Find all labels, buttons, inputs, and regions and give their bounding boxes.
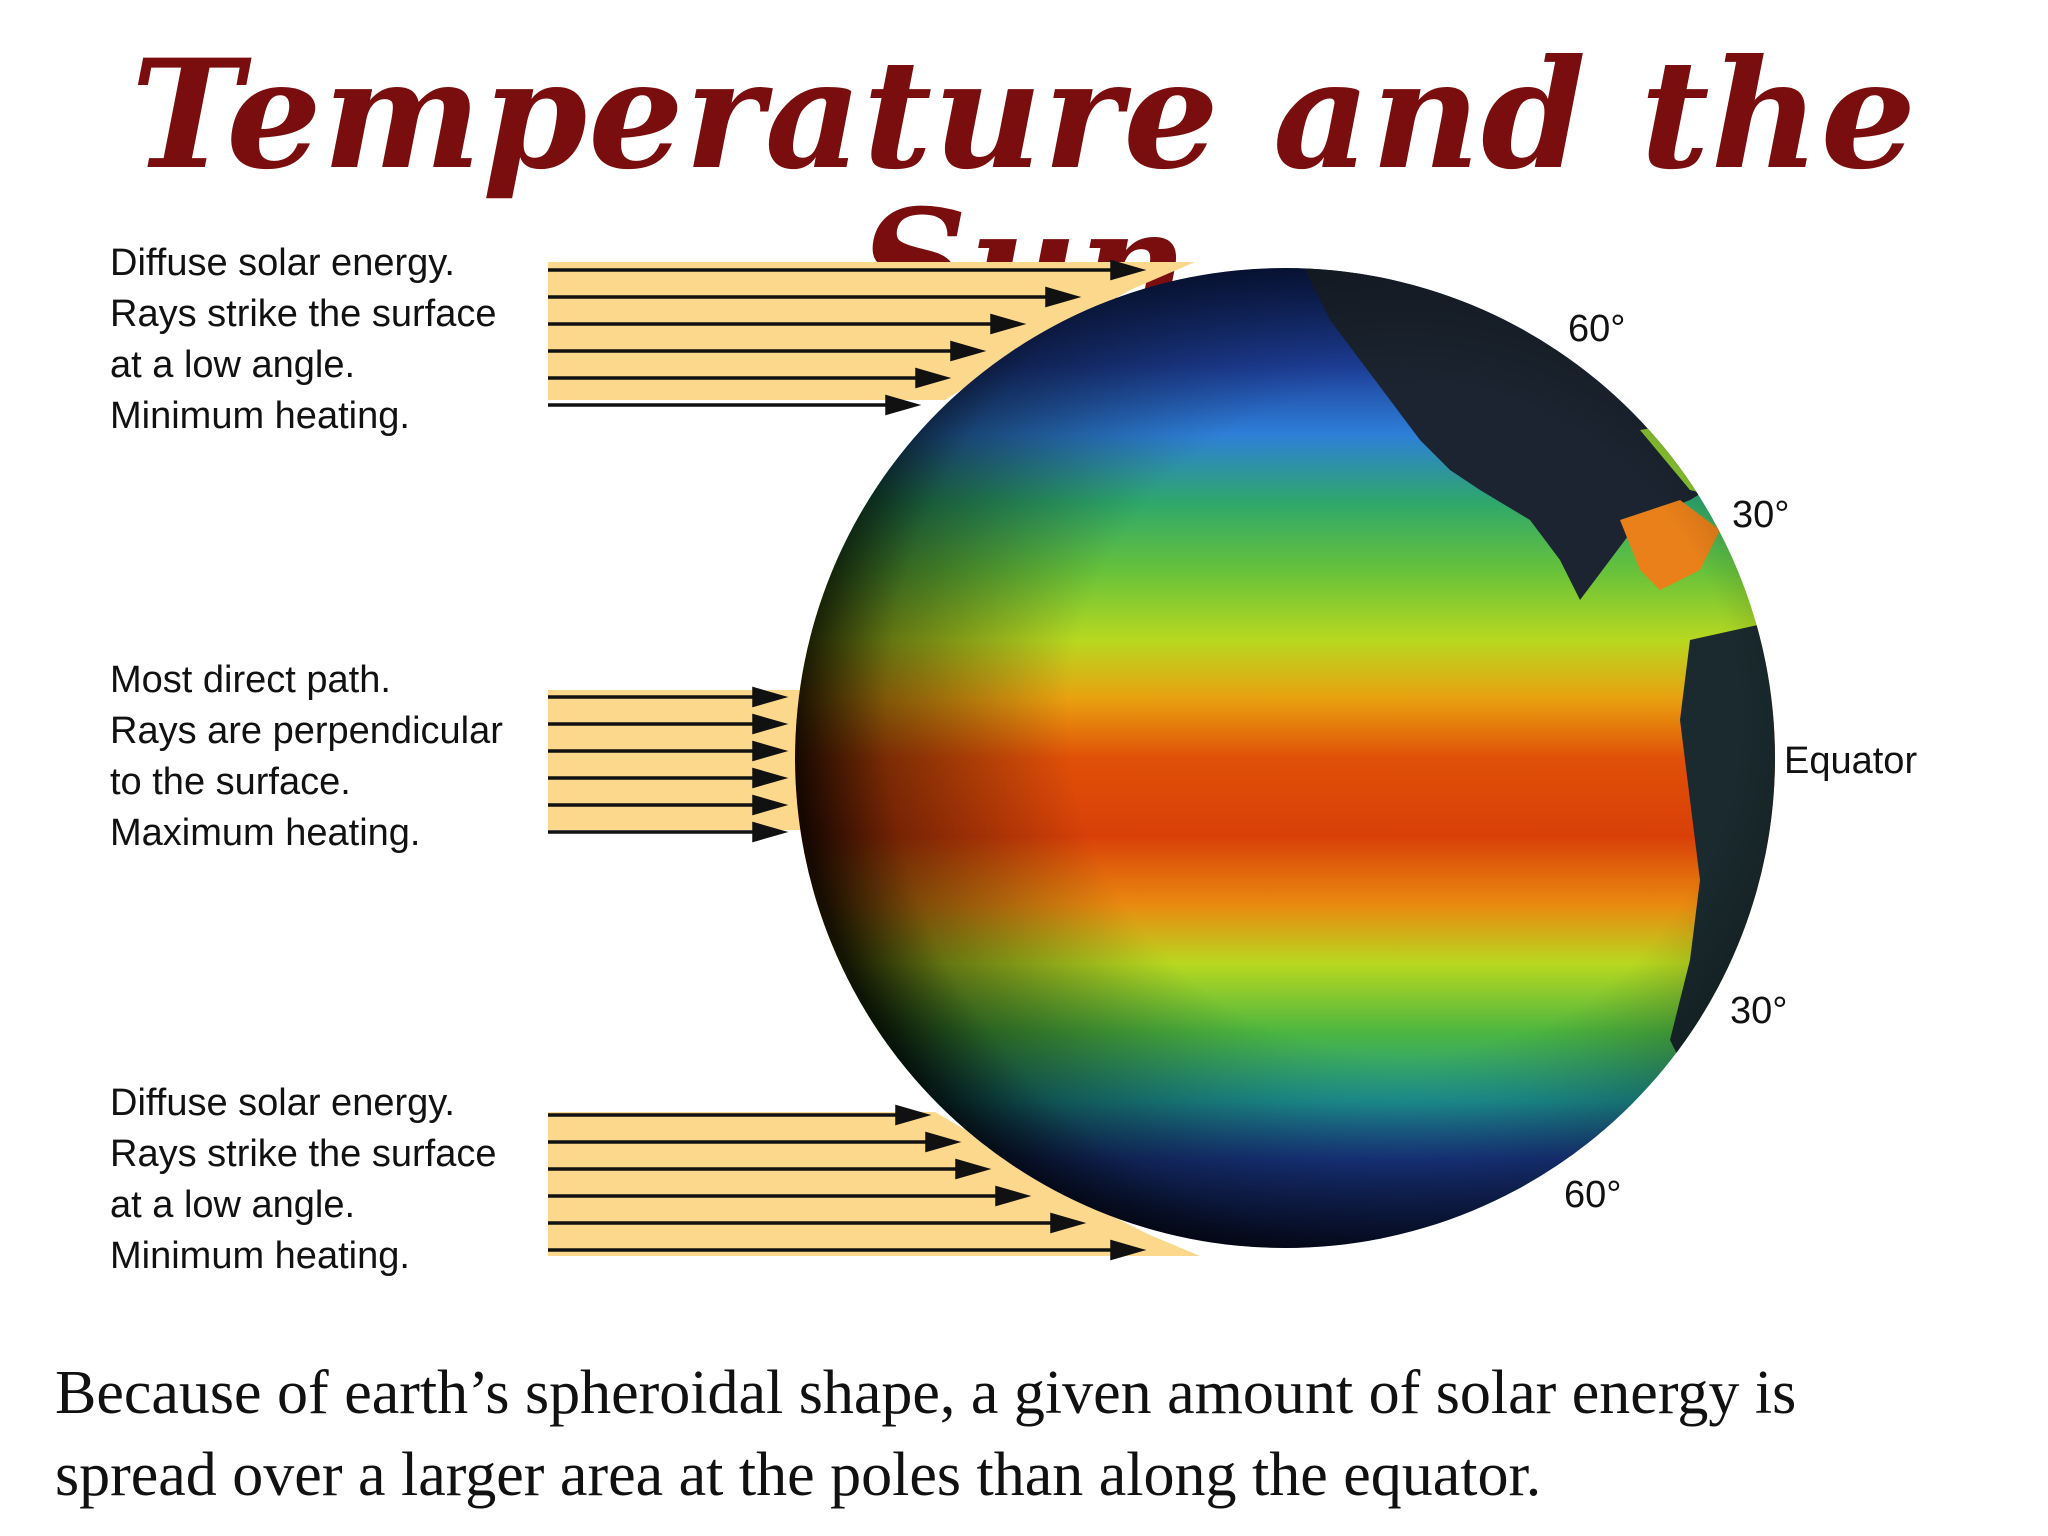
- arrow-right-icon: [1045, 286, 1082, 308]
- caption: Because of earth’s spheroidal shape, a g…: [55, 1352, 2015, 1516]
- arrow-right-icon: [995, 1185, 1032, 1207]
- arrow-right-icon: [752, 821, 789, 843]
- earth-globe: [795, 268, 1775, 1248]
- arrow-right-icon: [752, 713, 789, 735]
- ray-label-line: Minimum heating.: [110, 395, 410, 437]
- arrow-right-icon: [752, 686, 789, 708]
- arrow-right-icon: [955, 1158, 992, 1180]
- ray-label-line: Diffuse solar energy.: [110, 1082, 455, 1124]
- caption-line-2: spread over a larger area at the poles t…: [55, 1441, 1542, 1509]
- ray-label-line: at a low angle.: [110, 344, 356, 386]
- ray-label-line: Rays strike the surface: [110, 1133, 497, 1175]
- arrow-right-icon: [950, 340, 987, 362]
- latitude-label-north-30: 30°: [1732, 494, 1790, 536]
- ray-label-line: Most direct path.: [110, 659, 391, 701]
- arrow-right-icon: [1110, 259, 1147, 281]
- arrow-right-icon: [925, 1131, 962, 1153]
- ray-label-middle: Most direct path. Rays are perpendicular…: [110, 655, 503, 859]
- ray-label-line: Maximum heating.: [110, 812, 421, 854]
- arrow-right-icon: [1110, 1239, 1147, 1261]
- ray-label-top: Diffuse solar energy. Rays strike the su…: [110, 238, 496, 442]
- latitude-label-south-30: 30°: [1730, 990, 1788, 1032]
- ray-label-bottom: Diffuse solar energy. Rays strike the su…: [110, 1078, 496, 1282]
- arrow-right-icon: [752, 740, 789, 762]
- ray-label-line: Minimum heating.: [110, 1235, 410, 1277]
- arrow-right-icon: [752, 794, 789, 816]
- ray-label-line: Rays are perpendicular: [110, 710, 503, 752]
- ray-arrows: [548, 259, 1147, 1261]
- arrow-right-icon: [915, 367, 952, 389]
- arrow-right-icon: [885, 394, 922, 416]
- ray-band-bottom: [548, 1112, 1200, 1256]
- arrow-right-icon: [752, 767, 789, 789]
- ray-label-line: Rays strike the surface: [110, 293, 497, 335]
- arrow-right-icon: [990, 313, 1027, 335]
- arrow-right-icon: [895, 1104, 932, 1126]
- ray-label-line: to the surface.: [110, 761, 351, 803]
- latitude-label-north-60: 60°: [1568, 308, 1626, 350]
- ray-label-line: Diffuse solar energy.: [110, 242, 455, 284]
- latitude-label-equator: Equator: [1784, 740, 1918, 782]
- caption-line-1: Because of earth’s spheroidal shape, a g…: [55, 1359, 1797, 1427]
- arrow-right-icon: [1050, 1212, 1087, 1234]
- ray-label-line: at a low angle.: [110, 1184, 356, 1226]
- latitude-label-south-60: 60°: [1564, 1174, 1622, 1216]
